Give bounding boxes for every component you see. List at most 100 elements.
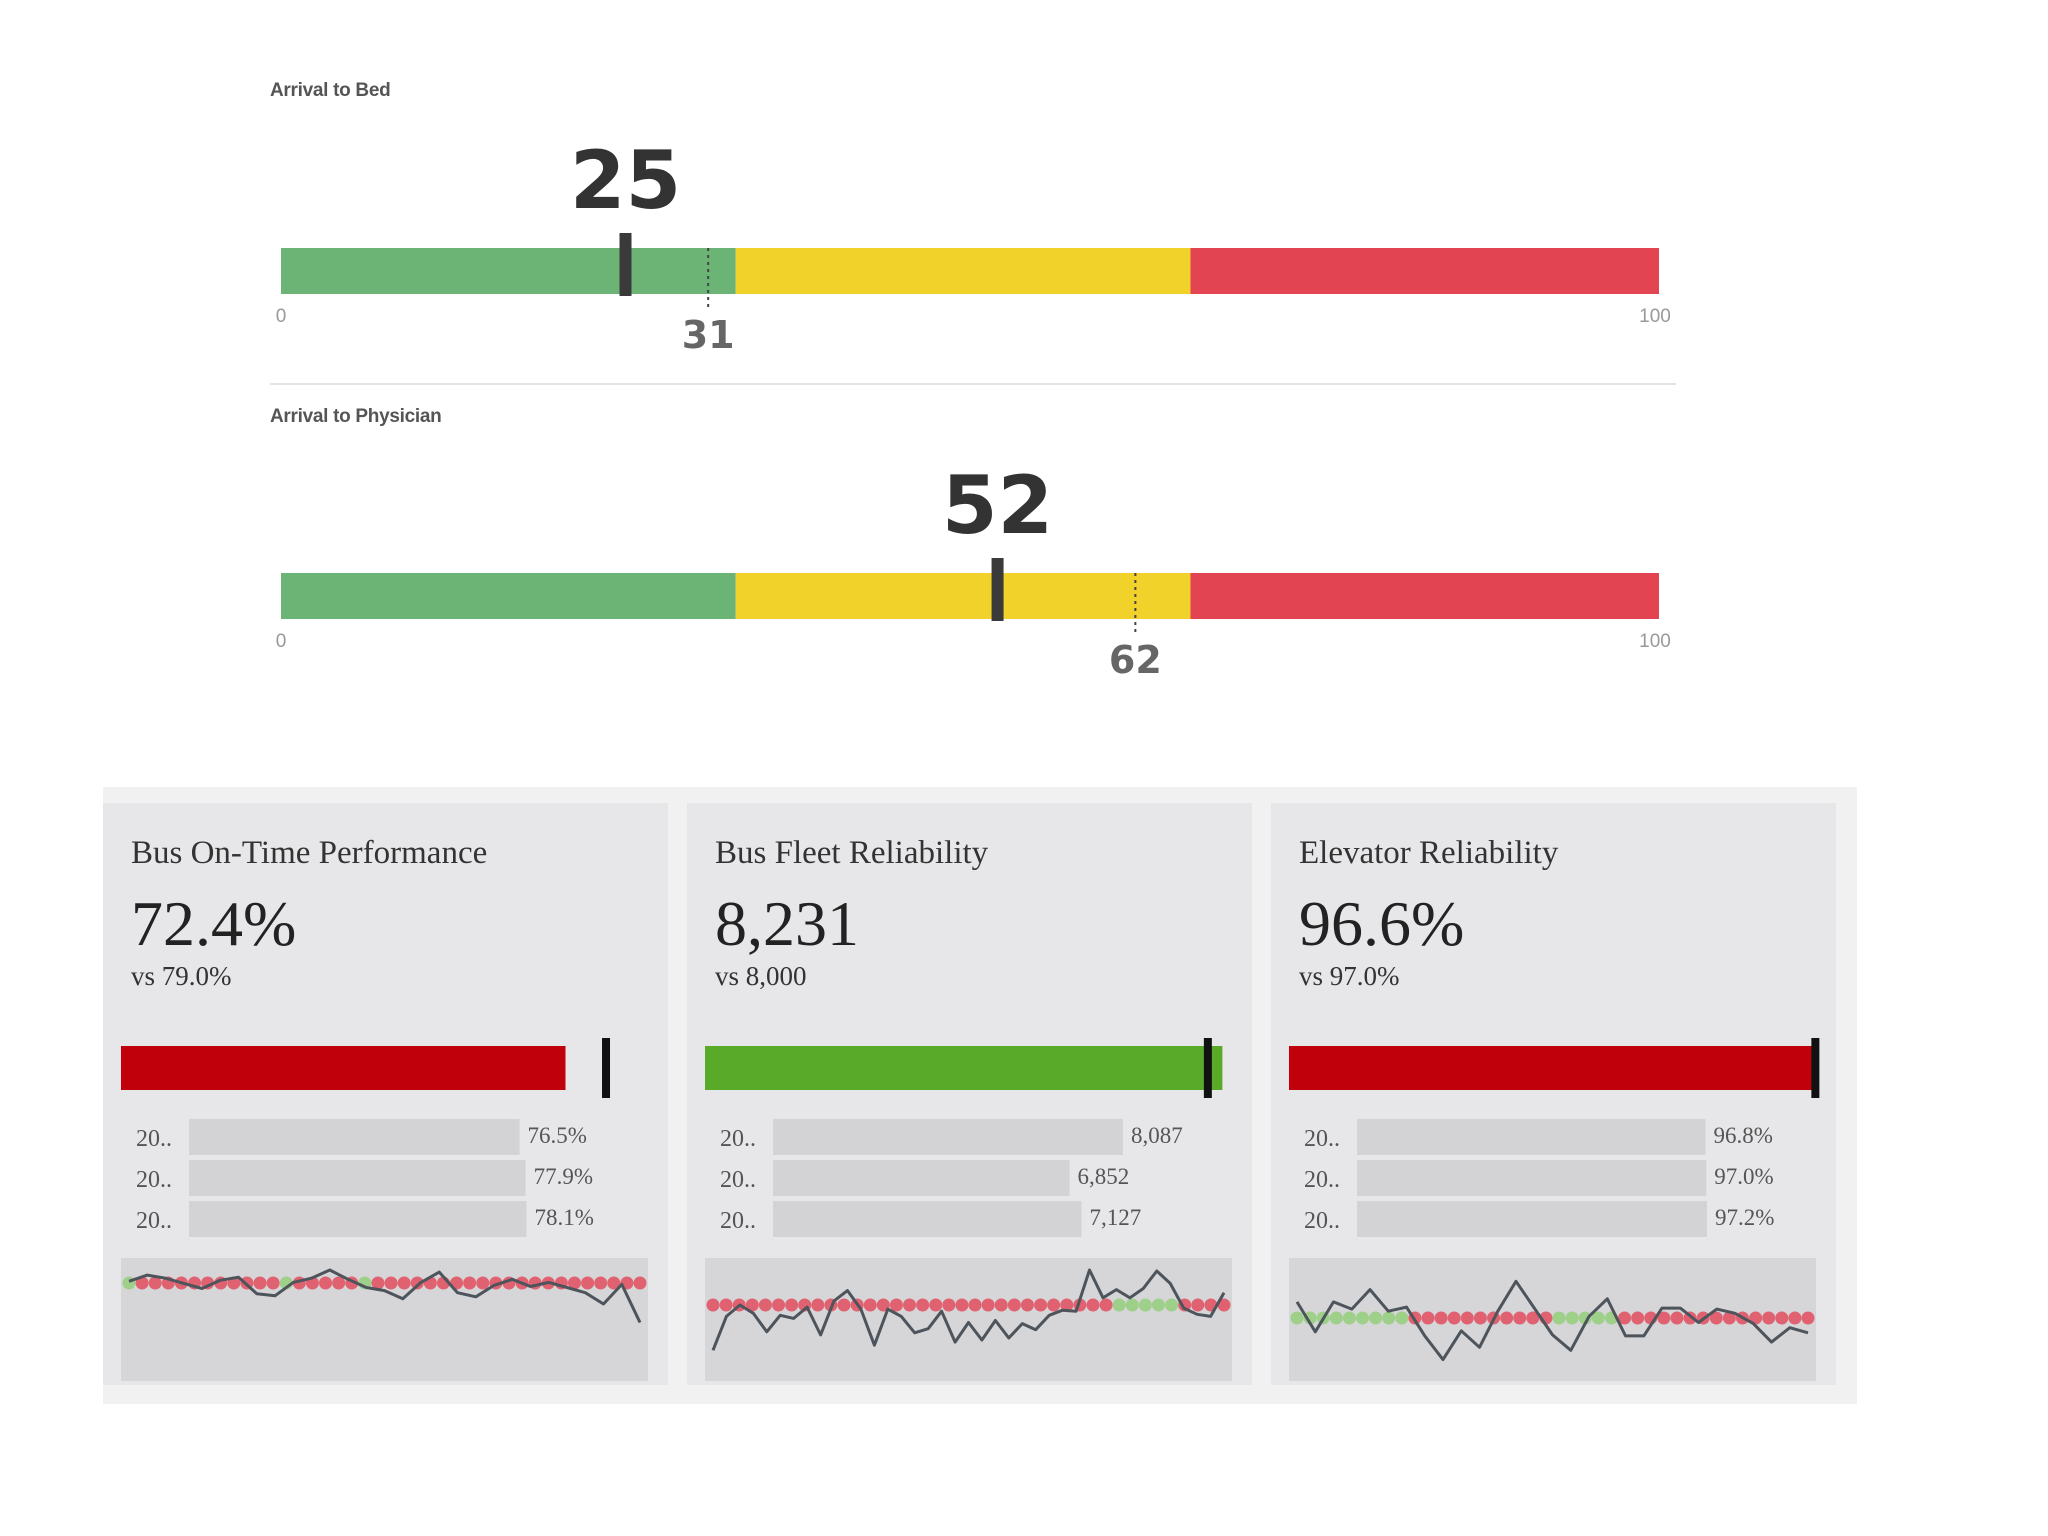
history-period-label: 20.. xyxy=(136,1208,172,1234)
history-period-label: 20.. xyxy=(1304,1208,1340,1234)
sparkline-target-dot xyxy=(633,1276,647,1290)
gauge-value-marker xyxy=(991,558,1004,621)
sparkline-target-dot xyxy=(1356,1311,1370,1325)
gauge-target-label: 31 xyxy=(682,313,735,357)
gauge-value-label: 25 xyxy=(570,134,681,227)
sparkline-target-dot xyxy=(567,1276,581,1290)
sparkline-target-dot xyxy=(929,1298,943,1312)
sparkline-target-dot xyxy=(1578,1311,1592,1325)
history-value-label: 96.8% xyxy=(1714,1123,1773,1148)
gauge-max-label: 100 xyxy=(1639,306,1671,327)
kpi-card-elevator: Elevator Reliability 96.6% vs 97.0% 20..… xyxy=(1271,803,1836,1385)
history-bar xyxy=(773,1160,1070,1196)
history-value-label: 8,087 xyxy=(1131,1123,1183,1148)
kpi-target: vs 8,000 xyxy=(715,961,807,991)
sparkline-target-dot xyxy=(745,1298,759,1312)
sparkline-target-dot xyxy=(397,1276,411,1290)
sparkline-target-dot xyxy=(837,1298,851,1312)
sparkline-target-dot xyxy=(1303,1311,1317,1325)
sparkline-target-dot xyxy=(772,1298,786,1312)
sparkline-target-dot xyxy=(1447,1311,1461,1325)
history-value-label: 7,127 xyxy=(1089,1205,1141,1230)
history-value-label: 97.0% xyxy=(1714,1164,1773,1189)
sparkline-target-dot xyxy=(863,1298,877,1312)
sparkline-target-dot xyxy=(916,1298,930,1312)
history-bar xyxy=(773,1119,1123,1155)
kpi-actual-bar xyxy=(705,1046,1223,1090)
kpi-chart: 20.. 76.5% 20.. 77.9% 20.. 78.1% xyxy=(121,1038,648,1381)
kpi-target: vs 79.0% xyxy=(131,961,232,991)
sparkline-target-dot xyxy=(266,1276,280,1290)
history-period-label: 20.. xyxy=(136,1126,172,1152)
sparkline-target-dot xyxy=(1749,1311,1763,1325)
sparkline-target-dot xyxy=(1788,1311,1802,1325)
sparkline-target-dot xyxy=(1473,1311,1487,1325)
sparkline-background xyxy=(121,1258,648,1381)
sparkline-target-dot xyxy=(607,1276,621,1290)
kpi-actual-bar xyxy=(1289,1046,1814,1090)
sparkline-target-dot xyxy=(1395,1311,1409,1325)
sparkline-target-dot xyxy=(594,1276,608,1290)
history-bar xyxy=(773,1201,1082,1237)
sparkline-target-dot xyxy=(1329,1311,1343,1325)
sparkline-target-dot xyxy=(1342,1311,1356,1325)
kpi-chart: 20.. 96.8% 20.. 97.0% 20.. 97.2% xyxy=(1289,1038,1820,1381)
kpi-target-marker xyxy=(1811,1038,1820,1098)
gauge-band xyxy=(735,573,1191,619)
kpi-title: Bus Fleet Reliability xyxy=(715,835,989,871)
sparkline-target-dot xyxy=(955,1298,969,1312)
sparkline-target-dot xyxy=(1762,1311,1776,1325)
sparkline-target-dot xyxy=(1099,1298,1113,1312)
gauge-min-label: 0 xyxy=(276,631,287,652)
sparkline-target-dot xyxy=(1657,1311,1671,1325)
gauge-value-marker xyxy=(619,233,632,296)
sparkline-target-dot xyxy=(1775,1311,1789,1325)
history-period-label: 20.. xyxy=(1304,1167,1340,1193)
gauge-divider xyxy=(270,383,1676,385)
sparkline-target-dot xyxy=(1382,1311,1396,1325)
sparkline-target-dot xyxy=(811,1298,825,1312)
sparkline-target-dot xyxy=(981,1298,995,1312)
sparkline-target-dot xyxy=(1631,1311,1645,1325)
kpi-value: 8,231 xyxy=(715,888,859,959)
gauge-chart: 31 25 0 100 xyxy=(276,134,1671,357)
gauge-max-label: 100 xyxy=(1639,631,1671,652)
sparkline-target-dot xyxy=(1007,1298,1021,1312)
sparkline-target-dot xyxy=(706,1298,720,1312)
history-period-label: 20.. xyxy=(720,1167,756,1193)
sparkline-target-dot xyxy=(148,1276,162,1290)
sparkline-target-dot xyxy=(1421,1311,1435,1325)
history-period-label: 20.. xyxy=(136,1167,172,1193)
sparkline-line xyxy=(711,1268,1226,1351)
sparkline-target-dot xyxy=(1565,1311,1579,1325)
history-period-label: 20.. xyxy=(720,1208,756,1234)
sparkline-target-dot xyxy=(1060,1298,1074,1312)
sparkline-target-dot xyxy=(1513,1311,1527,1325)
history-period-label: 20.. xyxy=(720,1126,756,1152)
sparkline-target-dot xyxy=(719,1298,733,1312)
history-bar xyxy=(1357,1201,1707,1237)
sparkline-target-dot xyxy=(758,1298,772,1312)
gauge-band xyxy=(281,573,736,619)
sparkline-target-dot xyxy=(319,1276,333,1290)
sparkline-target-dot xyxy=(1709,1311,1723,1325)
history-period-label: 20.. xyxy=(1304,1126,1340,1152)
sparkline-target-dot xyxy=(1801,1311,1815,1325)
sparkline-target-dot xyxy=(1591,1311,1605,1325)
sparkline-target-dot xyxy=(135,1276,149,1290)
sparkline-target-dot xyxy=(253,1276,267,1290)
sparkline-target-dot xyxy=(581,1276,595,1290)
kpi-chart: 20.. 8,087 20.. 6,852 20.. 7,127 xyxy=(705,1038,1232,1381)
sparkline-target-dot xyxy=(1125,1298,1139,1312)
sparkline-target-dot xyxy=(332,1276,346,1290)
kpi-title: Bus On-Time Performance xyxy=(131,835,488,871)
kpi-value: 72.4% xyxy=(131,888,297,959)
sparkline-target-dot xyxy=(968,1298,982,1312)
kpi-title: Elevator Reliability xyxy=(1299,835,1559,871)
history-value-label: 77.9% xyxy=(534,1164,593,1189)
sparkline-target-dot xyxy=(1138,1298,1152,1312)
sparkline-target-dot xyxy=(410,1276,424,1290)
gauge-band xyxy=(1190,573,1659,619)
sparkline-target-dot xyxy=(785,1298,799,1312)
sparkline-line xyxy=(1295,1279,1809,1362)
